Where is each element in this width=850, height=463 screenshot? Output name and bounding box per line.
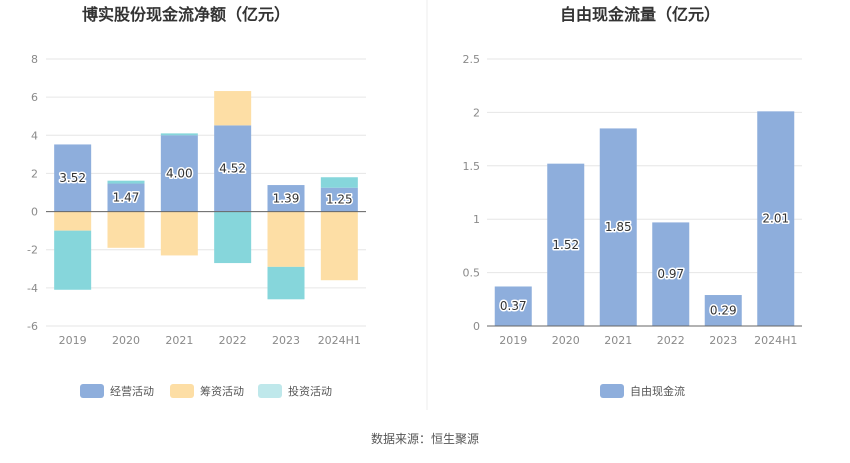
- right-y-tick-label: 0: [473, 320, 480, 333]
- bar-financing: [320, 211, 358, 281]
- bar-financing: [107, 211, 145, 248]
- bar-free-cash-flow: [757, 111, 795, 326]
- data-label-operating: 4.00: [166, 166, 193, 180]
- bar-operating: [107, 183, 145, 212]
- bar-operating: [267, 185, 305, 212]
- right-y-tick-label: 0.5: [463, 267, 481, 280]
- bar-investing: [320, 177, 358, 188]
- bar-operating: [54, 144, 92, 212]
- bar-investing: [107, 180, 145, 184]
- bar-free-cash-flow: [599, 128, 637, 326]
- left-y-tick-label: -2: [27, 244, 38, 257]
- bar-investing: [160, 133, 198, 136]
- bar-free-cash-flow: [652, 222, 690, 326]
- right-x-tick-label: 2019: [499, 334, 527, 347]
- left-data-labels: 3.52 1.47 4.00 4.52 1.39 1.25: [58, 160, 354, 208]
- data-label-fcf: 0.37: [500, 299, 527, 313]
- left-chart-title: 博实股份现金流净额（亿元）: [82, 5, 290, 24]
- right-bars: [494, 111, 795, 326]
- left-x-tick-label: 2023: [272, 334, 300, 347]
- bar-free-cash-flow: [494, 286, 532, 326]
- data-label-operating: 1.25: [326, 193, 353, 207]
- legend-swatch-investing: [258, 384, 282, 398]
- bar-investing: [214, 211, 252, 264]
- right-y-tick-label: 2: [473, 106, 480, 119]
- left-y-tick-label: 0: [31, 206, 38, 219]
- legend-label-investing: 投资活动: [288, 384, 332, 398]
- left-y-tick-label: 4: [31, 129, 38, 142]
- cash-flow-chart: 博实股份现金流净额（亿元） -6 -4 -2 0 2 4 6 8 3.52 1.47 4.00 4.…: [27, 5, 366, 398]
- data-label-fcf: 2.01: [762, 212, 789, 226]
- bar-investing: [54, 230, 92, 290]
- right-x-tick-label: 2024H1: [754, 334, 797, 347]
- left-y-axis: -6 -4 -2 0 2 4 6 8: [27, 53, 38, 333]
- right-y-tick-label: 1: [473, 213, 480, 226]
- bar-financing: [267, 211, 305, 267]
- bar-free-cash-flow: [704, 295, 742, 326]
- bar-operating: [160, 135, 198, 212]
- left-x-axis: 2019 2020 2021 2022 2023 2024H1: [59, 334, 361, 347]
- legend-swatch-fcf: [600, 384, 624, 398]
- left-grid: [46, 58, 366, 327]
- right-y-axis: 0 0.5 1 1.5 2 2.5: [463, 53, 481, 333]
- data-label-operating: 1.47: [113, 191, 140, 205]
- legend-swatch-operating: [80, 384, 104, 398]
- legend-label-fcf: 自由现金流: [630, 384, 685, 398]
- left-x-tick-label: 2019: [59, 334, 87, 347]
- right-y-tick-label: 1.5: [463, 160, 481, 173]
- bar-investing: [267, 266, 305, 300]
- bar-financing: [214, 91, 252, 126]
- right-x-axis: 2019 2020 2021 2022 2023 2024H1: [499, 334, 797, 347]
- bar-free-cash-flow: [547, 163, 585, 326]
- right-x-tick-label: 2020: [552, 334, 580, 347]
- free-cash-flow-chart: 自由现金流量（亿元） 00.511.522.5 0.371.521.850.97…: [463, 5, 802, 398]
- data-label-fcf: 1.52: [552, 238, 579, 252]
- right-x-tick-label: 2021: [604, 334, 632, 347]
- right-x-tick-label: 2022: [657, 334, 685, 347]
- left-y-tick-label: -6: [27, 320, 38, 333]
- right-legend: 自由现金流: [600, 384, 685, 398]
- legend-label-operating: 经营活动: [110, 384, 154, 398]
- legend-label-financing: 筹资活动: [200, 384, 244, 398]
- left-y-tick-label: 6: [31, 91, 38, 104]
- left-y-tick-label: -4: [27, 282, 38, 295]
- left-x-tick-label: 2022: [219, 334, 247, 347]
- data-label-operating: 4.52: [219, 161, 246, 175]
- right-y-tick-label: 2.5: [463, 53, 481, 66]
- left-legend: 经营活动 筹资活动 投资活动: [80, 384, 332, 398]
- left-x-tick-label: 2021: [165, 334, 193, 347]
- left-y-tick-label: 8: [31, 53, 38, 66]
- right-x-tick-label: 2023: [709, 334, 737, 347]
- bar-financing: [160, 211, 198, 256]
- bar-operating: [320, 187, 358, 212]
- left-bars: [54, 91, 358, 300]
- left-x-tick-label: 2020: [112, 334, 140, 347]
- legend-swatch-financing: [170, 384, 194, 398]
- data-label-operating: 3.52: [59, 171, 86, 185]
- bar-financing: [54, 211, 92, 231]
- bar-operating: [214, 125, 252, 212]
- left-x-tick-label: 2024H1: [318, 334, 361, 347]
- right-grid: [487, 58, 802, 274]
- data-label-fcf: 1.85: [605, 220, 632, 234]
- data-label-operating: 1.39: [273, 191, 300, 205]
- data-label-fcf: 0.29: [710, 304, 737, 318]
- source-note: 数据来源：恒生聚源: [371, 431, 479, 446]
- right-chart-title: 自由现金流量（亿元）: [560, 5, 720, 24]
- right-data-labels: 0.37 1.52 1.85 0.97 0.29 2.01: [498, 210, 790, 319]
- data-label-fcf: 0.97: [657, 267, 684, 281]
- left-y-tick-label: 2: [31, 167, 38, 180]
